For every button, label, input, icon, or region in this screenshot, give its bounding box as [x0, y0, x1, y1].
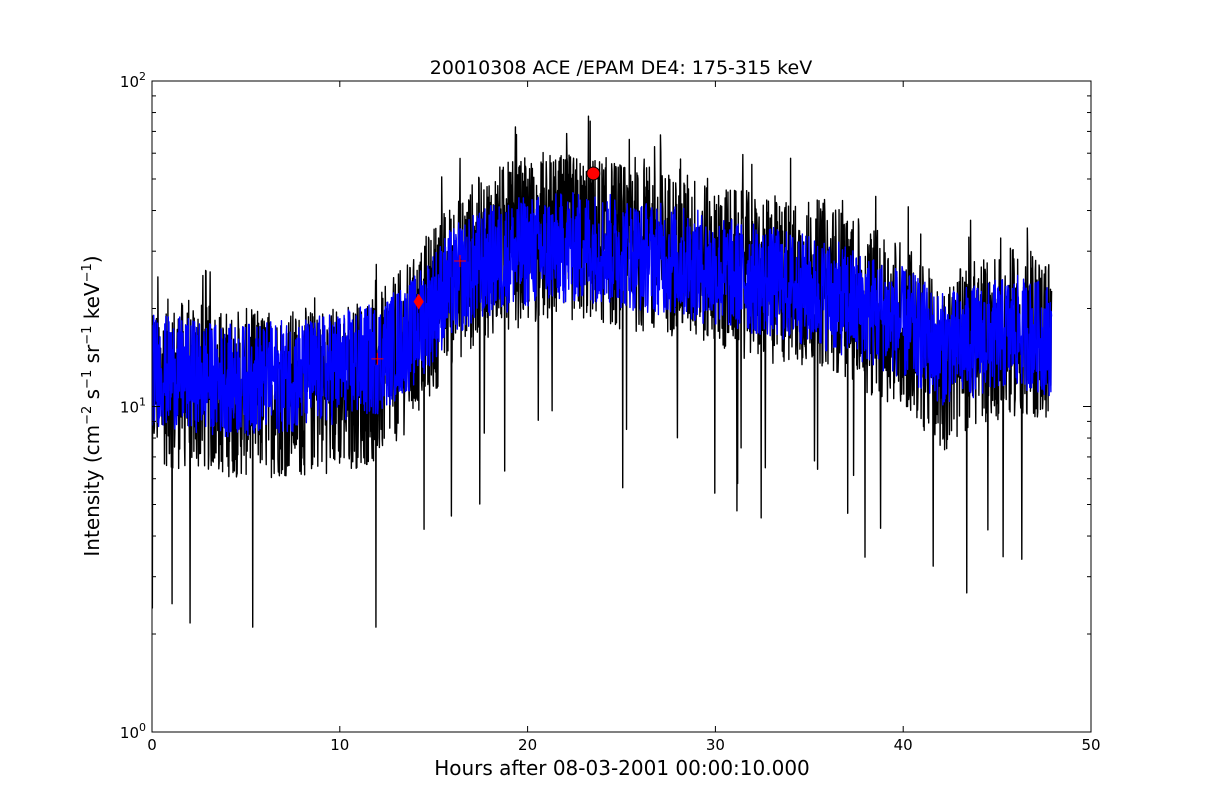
y-axis-label: Intensity (cm−2 s−1 sr−1 keV−1): [80, 255, 104, 556]
y-label-exp-4: −1: [80, 263, 95, 282]
y-tick-label-base: 10: [120, 399, 139, 417]
y-label-suffix: ): [80, 255, 104, 263]
x-tick-label: 40: [894, 736, 913, 754]
chart-title: 20010308 ACE /EPAM DE4: 175-315 keV: [430, 57, 812, 79]
y-tick-label: 101: [120, 396, 146, 417]
series-layer: [152, 115, 1053, 628]
x-tick-label: 50: [1081, 736, 1100, 754]
x-tick-label: 10: [330, 736, 349, 754]
y-tick-label-exp: 0: [139, 721, 146, 734]
y-tick-label-base: 10: [120, 73, 139, 91]
event-marker-plus: [453, 254, 466, 267]
series-line-smoothed: [152, 191, 1053, 438]
y-tick-label: 100: [120, 721, 146, 742]
y-label-exp-3: −1: [80, 326, 95, 345]
y-label-exp-1: −2: [80, 406, 95, 425]
y-label-unit-s: s: [80, 389, 104, 406]
event-marker-circle: [586, 166, 601, 181]
y-label-prefix: Intensity (cm: [80, 425, 104, 557]
y-tick-label-exp: 1: [139, 396, 146, 409]
event-marker-plus: [371, 352, 384, 365]
y-label-exp-2: −1: [80, 370, 95, 389]
y-tick-label: 102: [120, 70, 146, 91]
x-axis-label: Hours after 08-03-2001 00:00:10.000: [434, 756, 810, 780]
x-tick-label: 0: [147, 736, 157, 754]
x-tick-label: 30: [706, 736, 725, 754]
x-tick-label: 20: [518, 736, 537, 754]
y-label-unit-sr: sr: [80, 344, 104, 370]
y-tick-label-base: 10: [120, 724, 139, 742]
y-tick-label-exp: 2: [139, 70, 146, 83]
y-label-unit-kev: keV: [80, 282, 104, 326]
marker-layer: [371, 166, 601, 365]
event-marker-diamond: [413, 293, 424, 310]
